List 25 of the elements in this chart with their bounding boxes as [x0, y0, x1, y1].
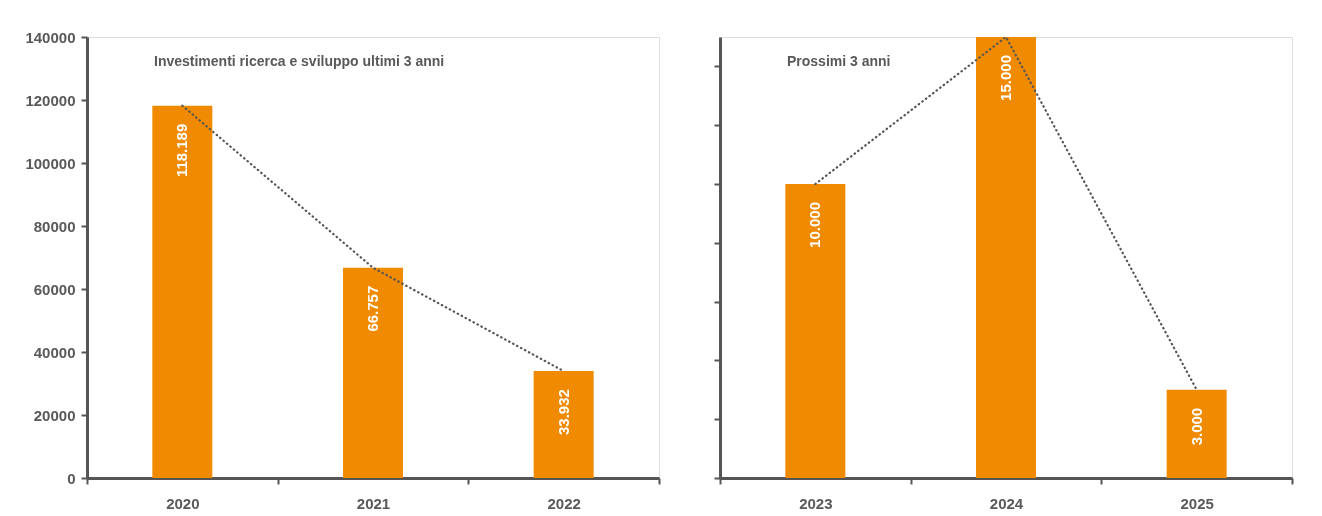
x-tick-label: 2022	[547, 494, 581, 512]
x-tick-label: 2025	[1180, 494, 1214, 512]
y-tick-label: 60000	[33, 280, 76, 298]
x-tick-label: 2024	[989, 494, 1024, 512]
x-tick-label: 2021	[356, 494, 391, 512]
text: Investimenti ricerca e sviluppo ultimi 3 anni	[154, 53, 445, 69]
y-tick-label: 40000	[33, 343, 76, 361]
data-label: 66.757	[364, 285, 381, 332]
data-label: 33.932	[554, 389, 572, 435]
y-tick-label: 20000	[33, 406, 76, 424]
data-label: 10.000	[806, 202, 824, 248]
x-tick-label: 2020	[166, 494, 200, 512]
data-label: 15.000	[997, 55, 1014, 101]
y-tick-label: 120000	[25, 91, 76, 109]
bar	[152, 105, 213, 478]
y-tick-label: 140000	[25, 28, 76, 46]
y-tick-label: 80000	[33, 217, 76, 235]
x-tick-label: 2023	[799, 494, 833, 512]
y-tick-label: 100000	[25, 154, 76, 172]
data-label: 3.000	[1187, 407, 1205, 446]
y-tick-label: 0	[67, 469, 76, 487]
text: Prossimi 3 anni	[787, 53, 891, 69]
data-label: 118.189	[173, 123, 191, 178]
bar	[343, 267, 403, 478]
bar	[533, 371, 594, 478]
